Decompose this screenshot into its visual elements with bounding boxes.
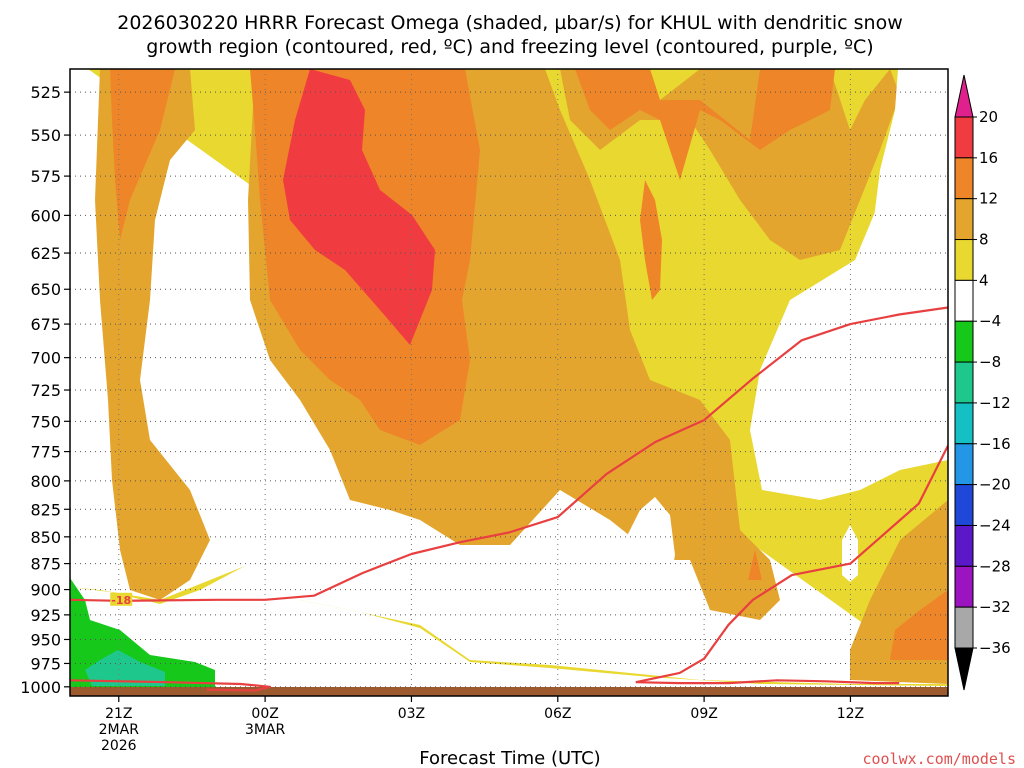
- y-tick-label: 575: [30, 167, 61, 186]
- plot-area: -18: [70, 69, 948, 696]
- y-tick-label: 900: [30, 581, 61, 600]
- colorbar-label: 16: [979, 149, 998, 167]
- omega-region-orange-streak: [640, 180, 662, 300]
- colorbar-label: 20: [979, 108, 998, 126]
- colorbar-band: [954, 116, 974, 159]
- colorbar-label: −24: [979, 516, 1011, 534]
- y-tick-label: 775: [30, 443, 61, 462]
- colorbar-label: −36: [979, 639, 1011, 657]
- y-tick-label: 700: [30, 349, 61, 368]
- credit-text: coolwx.com/models: [862, 750, 1016, 768]
- omega-region-white-notch: [842, 525, 858, 582]
- x-tick-label: 3MAR: [245, 722, 286, 738]
- colorbar: 20 16 12 8 4 −4 −8 −12 −16 −20 −24 −28 −32 −36: [954, 74, 1011, 691]
- x-tick-label: 03Z: [398, 706, 425, 722]
- colorbar-bottom-triangle: [954, 647, 974, 691]
- chart-title-line-2: growth region (contoured, red, ºC) and f…: [146, 36, 873, 58]
- colorbar-band: [954, 361, 974, 404]
- colorbar-label: −20: [979, 476, 1011, 494]
- x-tick-label: 00Z: [251, 706, 278, 722]
- omega-shading: [70, 69, 948, 696]
- contour-lines: -18: [70, 306, 948, 692]
- y-tick-label: 825: [30, 500, 61, 519]
- y-tick-label: 600: [30, 206, 61, 225]
- colorbar-band: [954, 198, 974, 241]
- contour-line: [70, 306, 948, 602]
- contour-label-bg: [110, 592, 133, 606]
- omega-region-orange-left: [110, 69, 175, 240]
- omega-region-white-pocket: [625, 497, 675, 598]
- omega-region-white-right: [760, 69, 948, 500]
- y-tick-label: 525: [30, 83, 61, 102]
- y-tick-label: 800: [30, 472, 61, 491]
- omega-region-white-low: [70, 558, 948, 696]
- y-tick-label: 950: [30, 630, 61, 649]
- colorbar-label: −28: [979, 557, 1011, 575]
- terrain-strip: [70, 687, 948, 696]
- omega-region-yellow: [70, 69, 948, 696]
- y-tick-label: 650: [30, 280, 61, 299]
- colorbar-label: −8: [979, 353, 1001, 371]
- y-tick-label: 725: [30, 381, 61, 400]
- colorbar-band: [954, 443, 974, 486]
- colorbar-label: −16: [979, 435, 1011, 453]
- x-axis-title: Forecast Time (UTC): [419, 748, 600, 768]
- colorbar-label: 4: [979, 271, 989, 289]
- x-tick-label: 09Z: [690, 706, 717, 722]
- colorbar-band: [954, 524, 974, 567]
- plot-border: [69, 68, 949, 697]
- y-tick-label: 750: [30, 412, 61, 431]
- contour-line: [635, 445, 948, 684]
- x-tick-label: 06Z: [544, 706, 571, 722]
- contour-line: [70, 679, 272, 692]
- y-tick-label: 1000: [20, 678, 61, 697]
- y-tick-label: 850: [30, 528, 61, 547]
- colorbar-top-triangle: [954, 74, 974, 118]
- x-tick-label: 21Z: [105, 706, 132, 722]
- colorbar-label: −12: [979, 394, 1011, 412]
- omega-region-orange-mid: [575, 69, 835, 180]
- colorbar-band: [954, 402, 974, 445]
- colorbar-label: 8: [979, 231, 989, 249]
- colorbar-label: −32: [979, 598, 1011, 616]
- colorbar-band: [954, 279, 974, 322]
- y-tick-label: 975: [30, 654, 61, 673]
- chart-title-line-1: 2026030220 HRRR Forecast Omega (shaded, …: [117, 12, 903, 34]
- x-tick-label: 2026: [101, 738, 137, 754]
- x-tick-label: 12Z: [837, 706, 864, 722]
- omega-region-orange-spot: [748, 550, 762, 580]
- omega-region-teal: [85, 650, 165, 686]
- colorbar-band: [954, 320, 974, 363]
- y-tick-label: 875: [30, 555, 61, 574]
- colorbar-band: [954, 239, 974, 281]
- colorbar-band: [954, 606, 974, 649]
- y-axis: 525 550 575 600 625 650 675 700 725 750 775 800 825 8…: [20, 83, 70, 697]
- colorbar-band: [954, 157, 974, 200]
- colorbar-band: [954, 565, 974, 608]
- y-tick-label: 550: [30, 126, 61, 145]
- colorbar-label: −4: [979, 312, 1001, 330]
- y-tick-label: 925: [30, 606, 61, 625]
- colorbar-label: 12: [979, 190, 998, 208]
- contour-label: -18: [111, 594, 131, 607]
- contour-line: [635, 679, 900, 685]
- x-tick-label: 2MAR: [99, 722, 140, 738]
- colorbar-band: [954, 484, 974, 526]
- y-tick-label: 625: [30, 244, 61, 263]
- omega-region-red: [283, 69, 435, 345]
- omega-region-orange-lowright: [890, 590, 948, 660]
- y-tick-label: 675: [30, 315, 61, 334]
